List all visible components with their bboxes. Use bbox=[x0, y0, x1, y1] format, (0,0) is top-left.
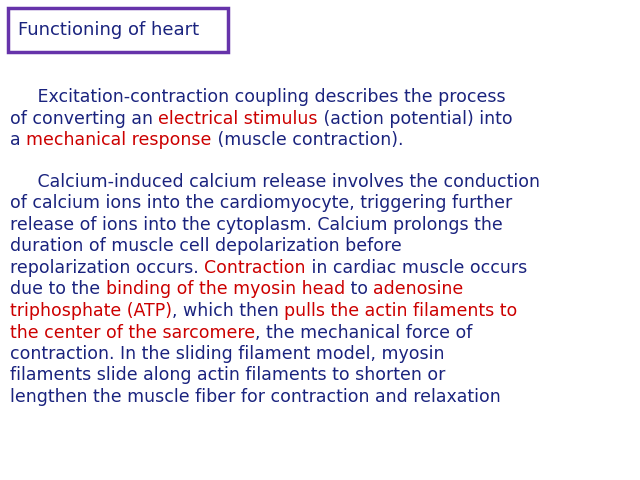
Text: adenosine: adenosine bbox=[373, 280, 463, 299]
Text: (muscle contraction).: (muscle contraction). bbox=[211, 131, 403, 149]
Text: electrical stimulus: electrical stimulus bbox=[159, 109, 318, 128]
Text: binding of the myosin head: binding of the myosin head bbox=[106, 280, 345, 299]
Text: of converting an: of converting an bbox=[10, 109, 159, 128]
Text: Contraction: Contraction bbox=[204, 259, 306, 277]
Text: (action potential) into: (action potential) into bbox=[318, 109, 513, 128]
Text: , which then: , which then bbox=[172, 302, 284, 320]
Text: release of ions into the cytoplasm. Calcium prolongs the: release of ions into the cytoplasm. Calc… bbox=[10, 216, 503, 234]
Text: , the mechanical force of: , the mechanical force of bbox=[255, 324, 472, 341]
Text: triphosphate (ATP): triphosphate (ATP) bbox=[10, 302, 172, 320]
Text: filaments slide along actin filaments to shorten or: filaments slide along actin filaments to… bbox=[10, 367, 445, 384]
Text: to: to bbox=[345, 280, 373, 299]
Text: due to the: due to the bbox=[10, 280, 106, 299]
Text: Calcium-induced calcium release involves the conduction: Calcium-induced calcium release involves… bbox=[10, 173, 540, 191]
Text: Excitation-contraction coupling describes the process: Excitation-contraction coupling describe… bbox=[10, 88, 506, 106]
Text: pulls the actin filaments to: pulls the actin filaments to bbox=[284, 302, 518, 320]
Text: lengthen the muscle fiber for contraction and relaxation: lengthen the muscle fiber for contractio… bbox=[10, 388, 500, 406]
Text: the center of the sarcomere: the center of the sarcomere bbox=[10, 324, 255, 341]
Text: repolarization occurs.: repolarization occurs. bbox=[10, 259, 204, 277]
Text: a: a bbox=[10, 131, 26, 149]
Text: mechanical response: mechanical response bbox=[26, 131, 211, 149]
Text: of calcium ions into the cardiomyocyte, triggering further: of calcium ions into the cardiomyocyte, … bbox=[10, 194, 512, 213]
Text: Functioning of heart: Functioning of heart bbox=[18, 21, 199, 39]
Text: contraction. In the sliding filament model, myosin: contraction. In the sliding filament mod… bbox=[10, 345, 445, 363]
Text: in cardiac muscle occurs: in cardiac muscle occurs bbox=[306, 259, 527, 277]
Text: duration of muscle cell depolarization before: duration of muscle cell depolarization b… bbox=[10, 238, 402, 255]
